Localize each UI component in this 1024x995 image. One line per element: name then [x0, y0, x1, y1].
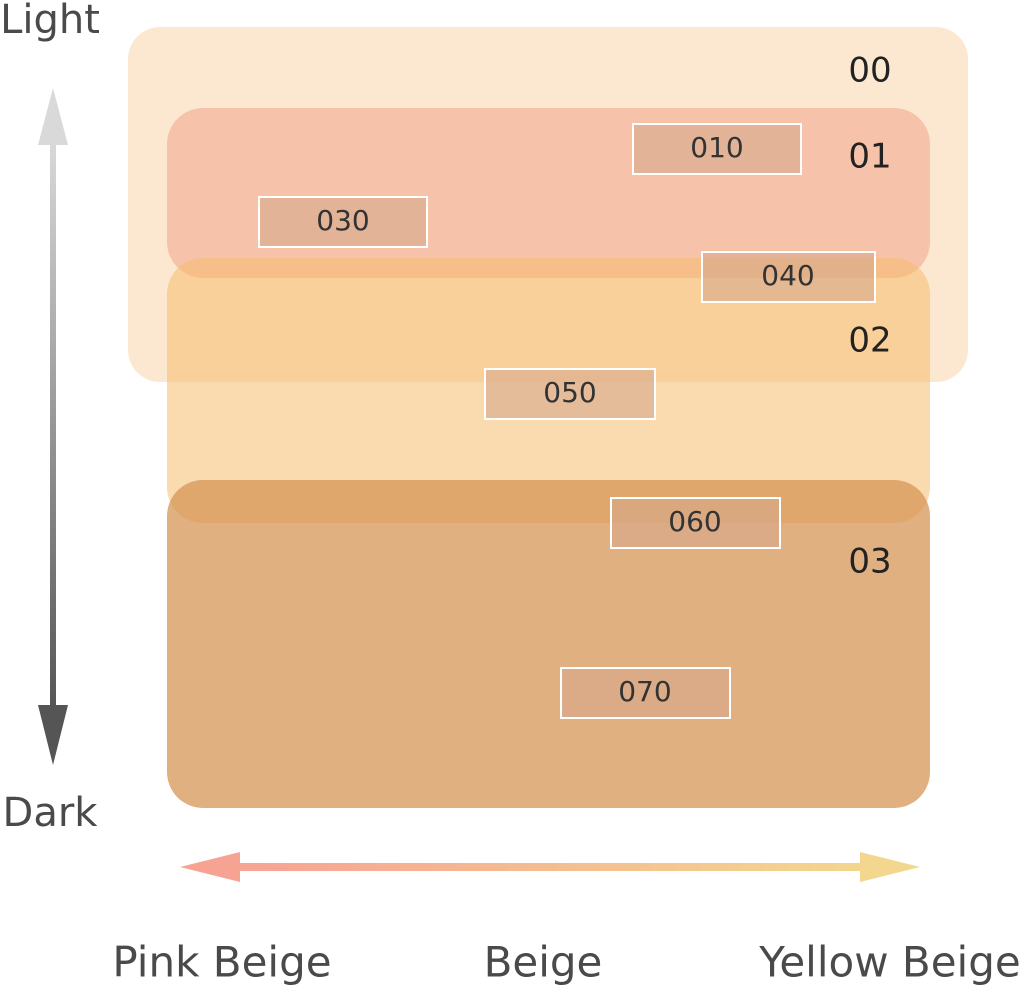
shade-label: 050 — [543, 376, 596, 409]
axis-label: Yellow Beige — [758, 938, 1020, 987]
axis-label: Dark — [3, 790, 99, 836]
axis-label: Pink Beige — [112, 938, 331, 987]
shade-box — [258, 196, 428, 248]
group-label: 00 — [848, 51, 891, 91]
axis-label: Beige — [484, 938, 603, 987]
group-label: 01 — [848, 137, 891, 177]
group-label: 03 — [848, 542, 891, 582]
group-region — [167, 480, 930, 808]
shade-box — [610, 497, 781, 549]
shade-box — [632, 123, 802, 175]
shade-label: 070 — [618, 675, 671, 708]
axis-label: Light — [0, 0, 100, 43]
shade-label: 040 — [761, 259, 814, 292]
horizontal-arrow — [180, 852, 920, 882]
shade-box — [484, 368, 656, 420]
vertical-arrow — [38, 88, 68, 765]
shade-box — [560, 667, 731, 719]
shade-label: 010 — [690, 131, 743, 164]
shade-label: 060 — [668, 505, 721, 538]
shade-label: 030 — [316, 204, 369, 237]
group-label: 02 — [848, 321, 891, 361]
shade-box — [701, 251, 876, 303]
